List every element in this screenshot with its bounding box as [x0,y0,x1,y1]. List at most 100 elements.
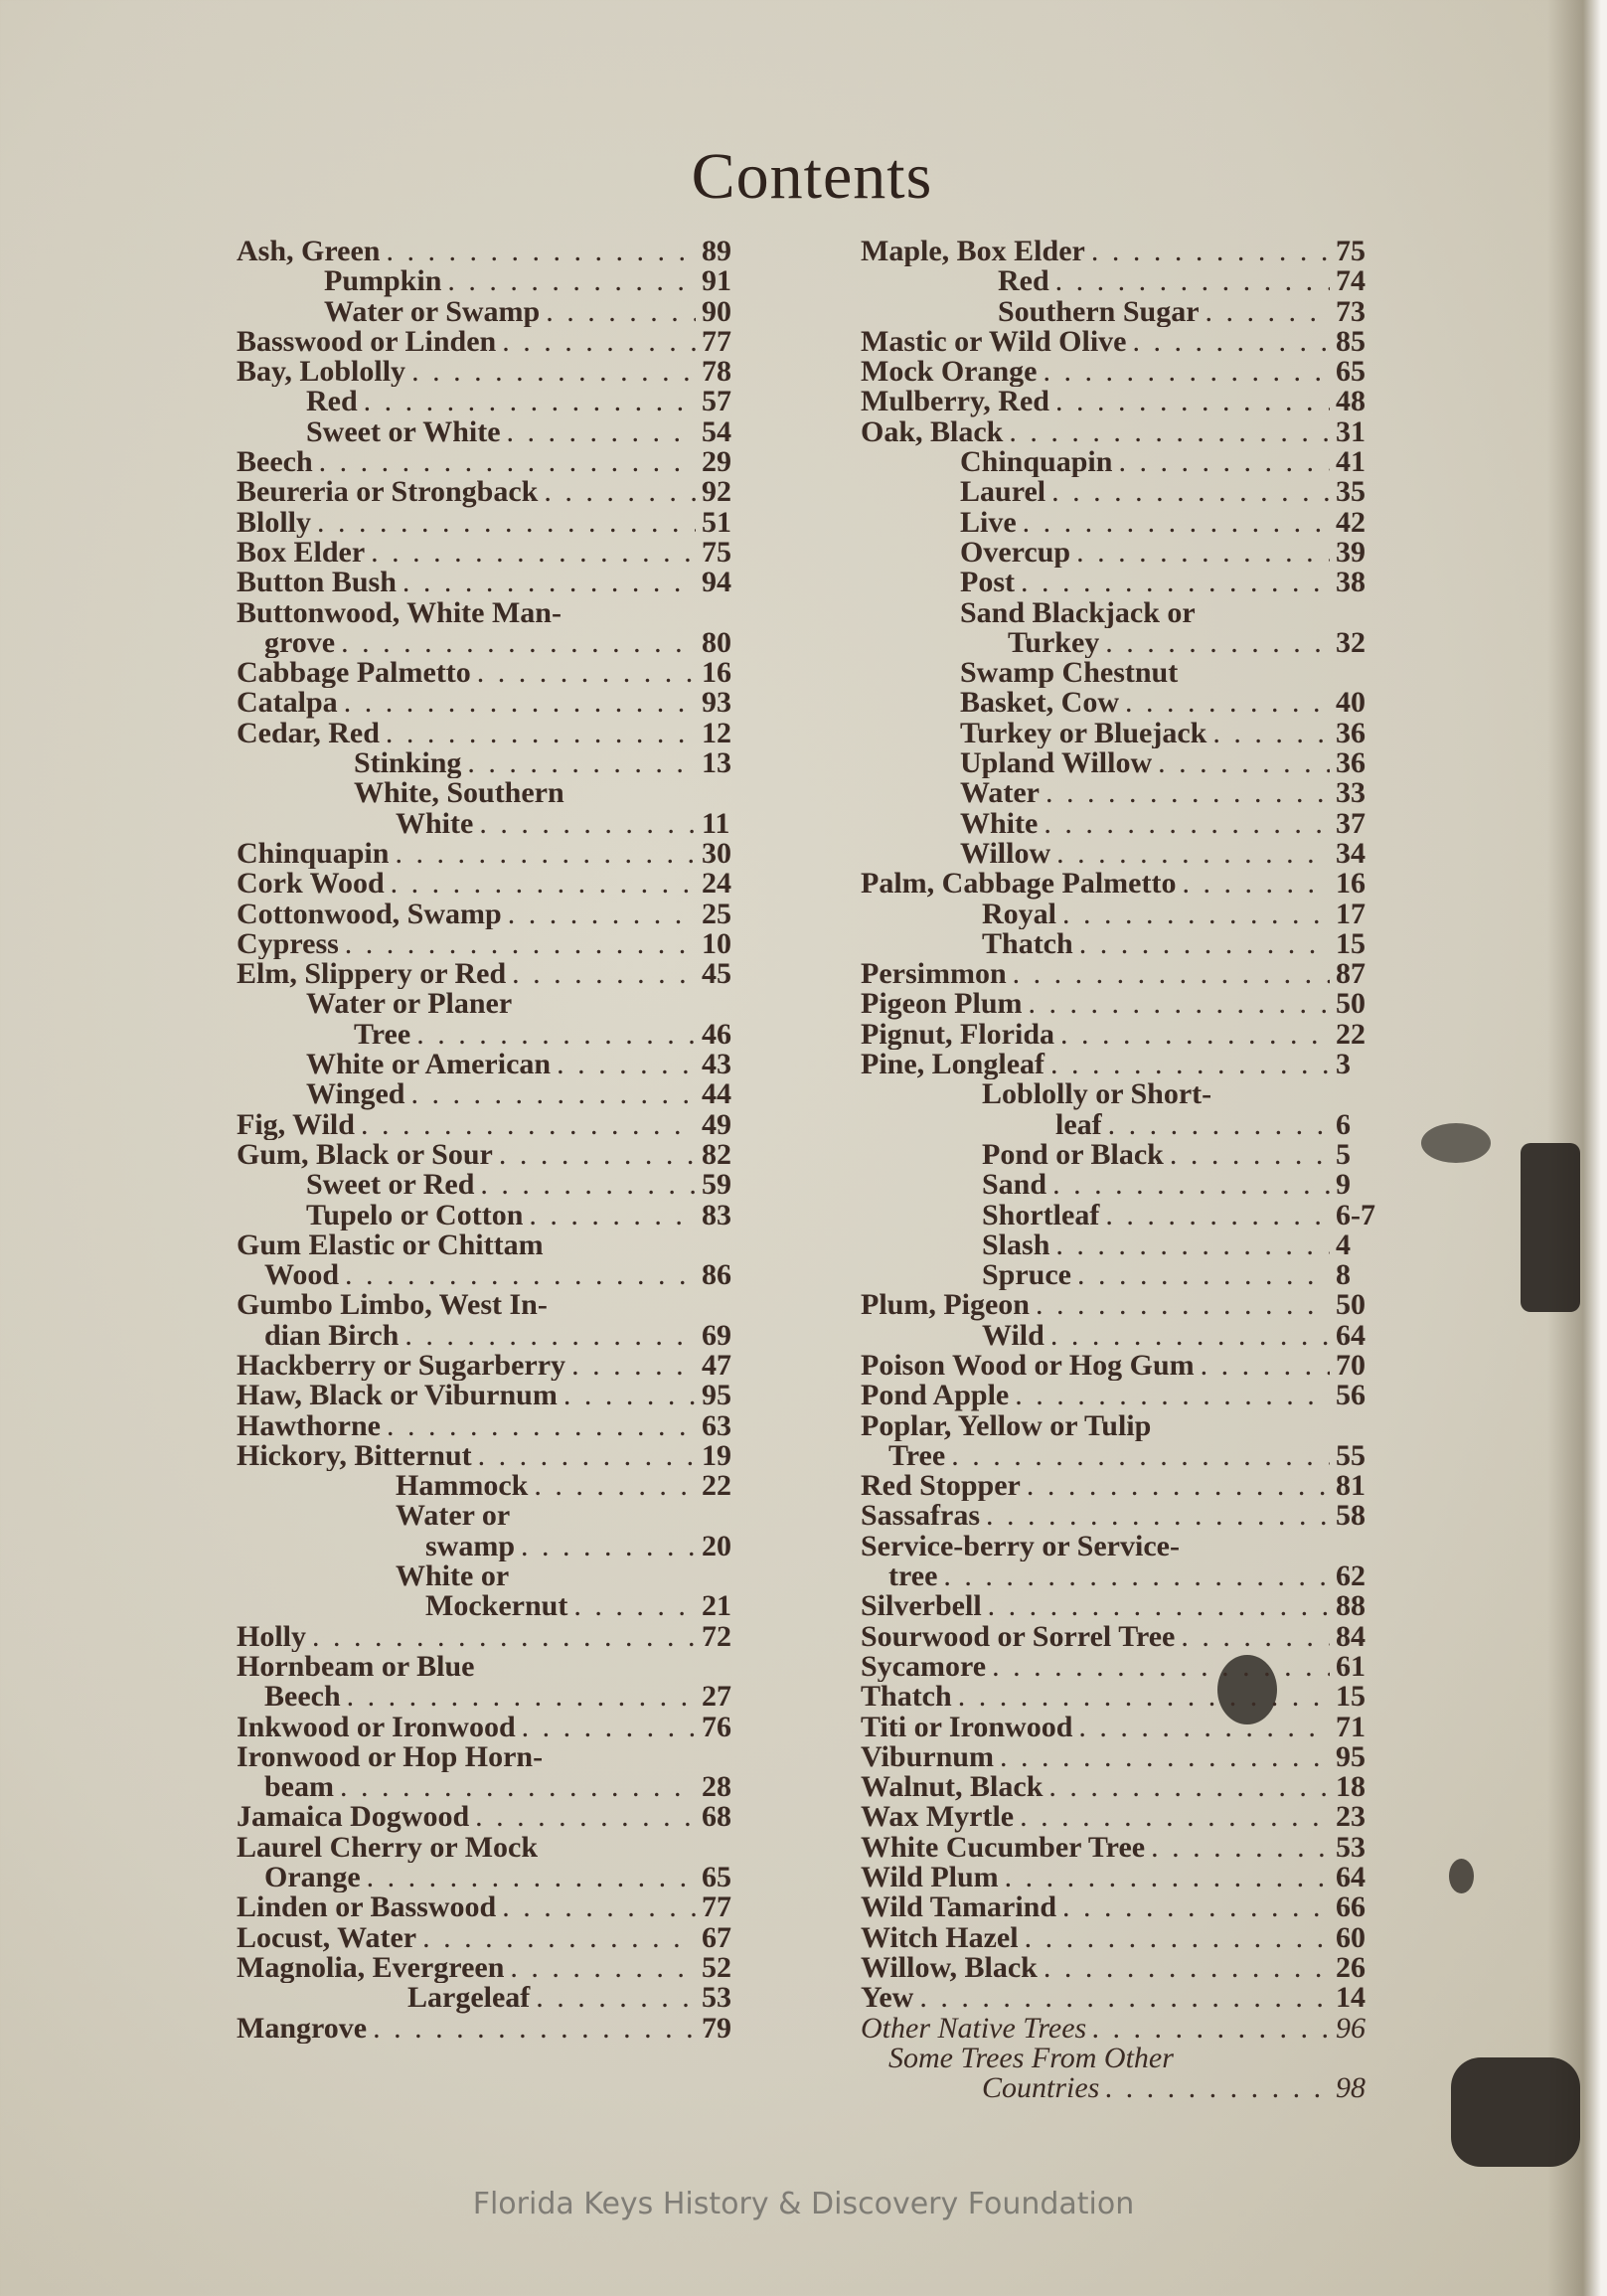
dot-leader [395,839,696,869]
entry-title: Poison Wood or Hog Gum [861,1350,1195,1382]
dot-leader [1021,568,1330,597]
entry-title: Fig, Wild [237,1109,355,1140]
entry-page: 65 [702,1863,731,1893]
entry-page: 72 [702,1621,731,1652]
dot-leader [1151,1833,1330,1863]
dot-leader [1029,989,1331,1019]
contents-entry: Cabbage Palmetto 16 [237,658,753,688]
contents-entry: Laurel 35 [861,477,1387,507]
dot-leader [1181,1622,1330,1652]
dot-leader [340,1772,696,1802]
dot-leader [522,1713,696,1742]
dot-leader [988,1591,1330,1621]
contents-entry: Sand Blackjack or [861,598,1387,628]
dot-leader [404,1321,696,1351]
entry-page: 4 [1336,1230,1351,1261]
contents-entry: Pine, Longleaf 3 [861,1050,1387,1079]
dot-leader [1077,1260,1330,1290]
entry-title: Wood [264,1260,340,1291]
dot-leader [571,1351,696,1381]
entry-title: Tree [354,1019,411,1051]
entry-title: White [396,808,474,839]
entry-page: 14 [1336,1983,1366,2014]
dot-leader [1025,1923,1330,1953]
entry-page: 78 [702,357,731,388]
entry-title: Turkey or Bluejack [960,718,1207,749]
entry-page: 16 [1336,869,1366,900]
contents-entry: Loblolly or Short- [861,1079,1387,1109]
contents-entry: Tree 55 [861,1441,1387,1471]
entry-title: Oak, Black [861,416,1004,448]
entry-page: 48 [1336,387,1366,417]
contents-entry: White 11 [237,809,753,839]
entry-title: Ironwood or Hop Horn- [237,1741,544,1773]
dot-leader [344,688,696,718]
entry-title: Live [960,507,1017,538]
entry-title: Thatch [861,1682,952,1713]
entry-page: 25 [702,899,731,929]
contents-entry: Cypress 10 [237,929,753,959]
entry-title: Overcup [960,537,1071,569]
dot-leader [1013,959,1330,989]
contents-entry: Cork Wood 24 [237,869,753,899]
dot-leader [1005,1863,1330,1892]
entry-title: dian Birch [264,1320,400,1351]
dot-leader [1092,2014,1330,2044]
contents-entry: Catalpa 93 [237,688,753,718]
entry-page: 77 [702,1892,731,1923]
entry-page: 26 [1336,1952,1366,1984]
entry-title: Largeleaf [407,1983,531,2014]
contents-entry: Stinking 13 [237,748,753,778]
dot-leader [1079,929,1330,959]
entry-title: beam [264,1772,334,1803]
contents-entry: Beech 29 [237,447,753,477]
entry-title: Other Native Trees [861,2013,1087,2044]
contents-entry: Willow, Black 26 [861,1953,1387,1983]
contents-entry: Shortleaf 6-7 [861,1201,1387,1230]
entry-page: 44 [702,1079,731,1110]
contents-entry: Linden or Basswood 77 [237,1892,753,1922]
entry-page: 58 [1336,1501,1366,1532]
entry-title: Post [960,568,1015,598]
contents-entry: Locust, Water 67 [237,1923,753,1953]
entry-title: Turkey [1008,627,1100,659]
entry-page: 53 [702,1983,731,2014]
entry-title: White or American [306,1050,552,1080]
contents-entry: grove 80 [237,628,753,658]
dot-leader [512,959,696,989]
contents-entry: Blolly 51 [237,508,753,538]
entry-page: 85 [1336,326,1366,358]
entry-title: leaf [1055,1109,1102,1140]
entry-page: 59 [702,1170,731,1201]
contents-entry: Willow 34 [861,839,1387,869]
contents-entry: Cottonwood, Swamp 25 [237,900,753,929]
entry-title: Sycamore [861,1651,987,1683]
entry-page: 39 [1336,537,1366,569]
entry-page: 24 [702,869,731,900]
entry-page: 46 [702,1019,731,1051]
entry-title: Water [960,778,1040,809]
entry-page: 87 [1336,959,1366,990]
entry-page: 74 [1336,266,1366,297]
entry-page: 71 [1336,1712,1366,1742]
dot-leader [958,1682,1330,1712]
dot-leader [416,1020,696,1050]
contents-entry: Winged 44 [237,1079,753,1109]
dot-leader [1133,327,1331,357]
entry-page: 57 [702,387,731,417]
entry-title: Cabbage Palmetto [237,658,471,689]
dot-leader [508,900,696,929]
entry-title: Hammock [396,1471,529,1502]
entry-page: 13 [702,748,731,779]
contents-entry: Basket, Cow 40 [861,688,1387,718]
entry-page: 88 [1336,1591,1366,1622]
entry-title: Red Stopper [861,1471,1021,1502]
entry-title: grove [264,627,336,659]
contents-entry: Overcup 39 [861,538,1387,568]
dot-leader [411,357,696,387]
contents-entry: Beech 27 [237,1682,753,1712]
entry-title: Mock Orange [861,357,1038,388]
contents-entry: Fig, Wild 49 [237,1110,753,1140]
contents-entry: Chinquapin 41 [861,447,1387,477]
dot-leader [919,1983,1330,2013]
